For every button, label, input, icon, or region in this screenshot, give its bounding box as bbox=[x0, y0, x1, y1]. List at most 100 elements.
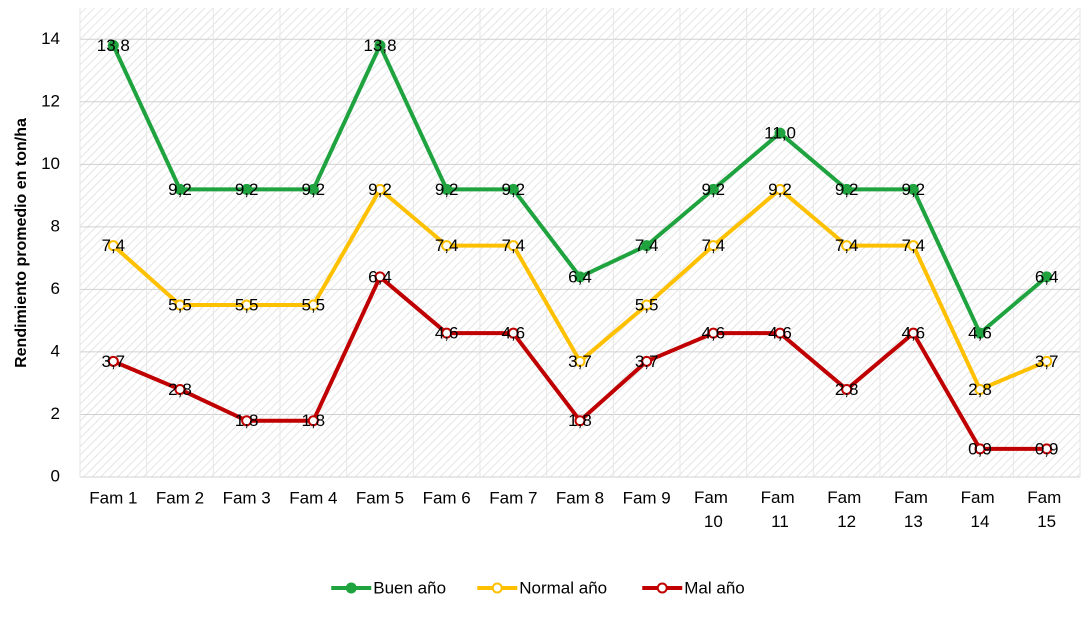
data-point bbox=[507, 183, 519, 195]
data-point bbox=[907, 327, 919, 339]
data-label: 1,8 bbox=[302, 411, 326, 430]
x-tick-label: Fam 10 bbox=[694, 488, 733, 531]
data-label: 6,4 bbox=[1035, 267, 1059, 286]
data-point bbox=[241, 183, 253, 195]
data-label: 9,2 bbox=[502, 180, 526, 199]
data-label: 5,5 bbox=[302, 296, 326, 315]
data-point bbox=[107, 40, 119, 52]
data-point bbox=[507, 240, 519, 252]
y-tick-label: 14 bbox=[41, 29, 60, 48]
data-label: 7,4 bbox=[902, 236, 926, 255]
data-label: 7,4 bbox=[635, 236, 659, 255]
data-label: 13,8 bbox=[97, 36, 130, 55]
data-label: 9,2 bbox=[235, 180, 259, 199]
data-point bbox=[307, 415, 319, 427]
data-label: 4,6 bbox=[502, 324, 526, 343]
x-tick-label: Fam 12 bbox=[827, 488, 866, 531]
data-point bbox=[907, 183, 919, 195]
data-point bbox=[841, 183, 853, 195]
x-tick-label: Fam 11 bbox=[761, 488, 800, 531]
data-point bbox=[774, 183, 786, 195]
legend: Buen año Normal año Mal año bbox=[331, 578, 745, 597]
data-point bbox=[907, 240, 919, 252]
y-tick-label: 6 bbox=[51, 279, 60, 298]
data-label: 0,9 bbox=[1035, 439, 1059, 458]
data-point bbox=[841, 383, 853, 395]
data-point bbox=[1041, 271, 1053, 283]
data-label: 9,2 bbox=[768, 180, 792, 199]
data-point bbox=[174, 183, 186, 195]
data-label: 1,8 bbox=[568, 411, 592, 430]
data-point bbox=[307, 183, 319, 195]
data-point bbox=[641, 355, 653, 367]
data-point bbox=[241, 415, 253, 427]
x-tick-label: Fam 5 bbox=[356, 488, 404, 507]
data-label: 2,8 bbox=[835, 380, 859, 399]
plot-background bbox=[80, 8, 1080, 477]
data-label: 9,2 bbox=[435, 180, 459, 199]
data-label: 7,4 bbox=[435, 236, 459, 255]
x-tick-label: Fam 13 bbox=[894, 488, 933, 531]
data-point bbox=[641, 299, 653, 311]
data-label: 3,7 bbox=[568, 352, 592, 371]
data-label: 4,6 bbox=[435, 324, 459, 343]
data-point bbox=[374, 40, 386, 52]
data-point bbox=[974, 327, 986, 339]
data-label: 9,2 bbox=[902, 180, 926, 199]
y-tick-label: 12 bbox=[41, 91, 60, 110]
data-label: 9,2 bbox=[835, 180, 859, 199]
legend-marker bbox=[345, 582, 357, 594]
data-point bbox=[507, 327, 519, 339]
data-label: 1,8 bbox=[235, 411, 259, 430]
data-point bbox=[974, 383, 986, 395]
x-tick-label: Fam 9 bbox=[623, 488, 671, 507]
data-point bbox=[974, 443, 986, 455]
legend-label: Buen año bbox=[373, 578, 446, 597]
data-point bbox=[574, 271, 586, 283]
data-label: 9,2 bbox=[168, 180, 192, 199]
data-label: 2,8 bbox=[168, 380, 192, 399]
data-label: 3,7 bbox=[1035, 352, 1059, 371]
data-label: 4,6 bbox=[902, 324, 926, 343]
data-label: 9,2 bbox=[702, 180, 726, 199]
data-point bbox=[441, 240, 453, 252]
legend-label: Mal año bbox=[684, 578, 744, 597]
data-point bbox=[374, 183, 386, 195]
data-point bbox=[574, 355, 586, 367]
x-tick-label: Fam 7 bbox=[489, 488, 537, 507]
data-label: 5,5 bbox=[635, 296, 659, 315]
data-label: 6,4 bbox=[368, 267, 392, 286]
y-tick-label: 10 bbox=[41, 154, 60, 173]
data-label: 13,8 bbox=[363, 36, 396, 55]
data-label: 7,4 bbox=[102, 236, 126, 255]
data-label: 5,5 bbox=[235, 296, 259, 315]
data-label: 7,4 bbox=[835, 236, 859, 255]
data-point bbox=[1041, 443, 1053, 455]
legend-marker bbox=[656, 582, 668, 594]
x-tick-label: Fam 6 bbox=[423, 488, 471, 507]
data-label: 2,8 bbox=[968, 380, 992, 399]
data-point bbox=[574, 415, 586, 427]
x-tick-label: Fam 3 bbox=[223, 488, 271, 507]
data-point bbox=[174, 299, 186, 311]
data-label: 4,6 bbox=[968, 324, 992, 343]
data-point bbox=[307, 299, 319, 311]
data-label: 4,6 bbox=[768, 324, 792, 343]
data-point bbox=[374, 271, 386, 283]
data-point bbox=[841, 240, 853, 252]
data-label: 7,4 bbox=[502, 236, 526, 255]
y-tick-label: 2 bbox=[51, 404, 60, 423]
data-point bbox=[107, 240, 119, 252]
x-tick-label: Fam 4 bbox=[289, 488, 337, 507]
data-point bbox=[707, 240, 719, 252]
data-label: 11,0 bbox=[764, 124, 796, 143]
data-point bbox=[174, 383, 186, 395]
data-label: 5,5 bbox=[168, 296, 192, 315]
data-point bbox=[1041, 355, 1053, 367]
x-tick-label: Fam 2 bbox=[156, 488, 204, 507]
x-tick-label: Fam 1 bbox=[89, 488, 137, 507]
data-label: 6,4 bbox=[568, 267, 592, 286]
y-tick-label: 4 bbox=[51, 341, 60, 360]
y-axis-title: Rendimiento promedio en ton/ha bbox=[13, 118, 30, 368]
